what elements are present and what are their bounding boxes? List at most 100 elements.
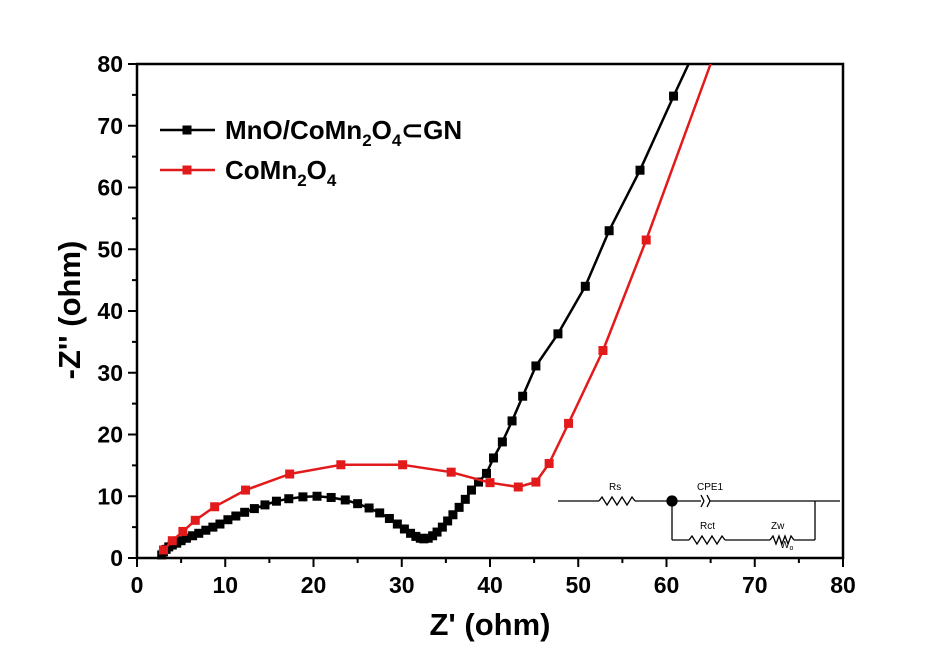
series-1-marker [201, 525, 211, 535]
legend-entry-mno-comn2o4-gn: MnO/CoMn2O4⊂GN [160, 115, 462, 150]
series-1-marker [604, 226, 614, 236]
series-1-marker [437, 522, 447, 532]
axis-ticks: 0 10 20 30 40 50 60 70 80 0 10 20 30 40 50 60 70 80 [97, 51, 855, 598]
series-1-marker [392, 519, 402, 529]
x-axis-title: Z' (ohm) [429, 607, 550, 642]
series-1-marker [284, 494, 294, 504]
rct-resistor-symbol [688, 534, 726, 546]
series-1-marker [260, 500, 270, 510]
series-2-marker [178, 526, 188, 536]
series-layer [157, 63, 712, 560]
series-2-marker [598, 346, 608, 356]
warburg-symbol [769, 534, 795, 546]
series-1-marker [384, 513, 394, 523]
y-tick-label: 0 [110, 545, 123, 571]
series-1-marker [223, 515, 233, 525]
series-1-marker [481, 468, 491, 478]
series-1-marker [326, 492, 336, 502]
x-tick-label: 0 [131, 572, 144, 598]
x-tick-label: 20 [301, 572, 327, 598]
series-2-marker [241, 485, 251, 495]
series-1-marker [635, 165, 645, 175]
cpe-plate-2 [706, 494, 711, 502]
y-tick-label: 10 [97, 483, 123, 509]
circuit-label-warburg-w: W [780, 540, 790, 551]
x-tick-label: 40 [477, 572, 503, 598]
series-1-marker [454, 502, 464, 512]
series-1-marker [531, 361, 541, 371]
x-tick-label: 30 [389, 572, 415, 598]
circuit-label-zw: Zw [771, 521, 785, 532]
series-1-marker [474, 477, 484, 487]
series-1-marker [298, 492, 308, 502]
series-1-marker [460, 494, 470, 504]
y-tick-label: 40 [97, 298, 123, 324]
series-1-marker [518, 391, 528, 401]
series-1-marker [353, 499, 363, 509]
series-1-marker [432, 527, 442, 537]
series-1-marker [240, 507, 250, 517]
legend-label-series-1: MnO/CoMn2O4⊂GN [225, 115, 462, 150]
series-2-marker [446, 467, 456, 477]
series-1-marker [249, 504, 259, 514]
cpe-plate-1 [700, 494, 705, 502]
series-1-marker [497, 437, 507, 447]
series-1-marker [448, 510, 458, 520]
cpe-plate-1b [700, 500, 705, 508]
x-tick-label: 50 [565, 572, 591, 598]
series-1-marker [553, 329, 563, 339]
series-1-marker [271, 496, 281, 506]
legend-marker-series-2 [182, 165, 192, 175]
series-2-marker [641, 235, 651, 245]
series-2-marker [167, 536, 177, 546]
legend-entry-comn2o4: CoMn2O4 [160, 155, 337, 190]
series-1-marker [188, 531, 198, 541]
series-2-marker [190, 515, 200, 525]
series-2-marker [531, 477, 541, 487]
cpe-plate-2b [706, 500, 711, 508]
series-1-marker [231, 511, 241, 521]
series-1-marker [406, 528, 416, 538]
series-2-marker [564, 418, 574, 428]
x-tick-label: 80 [830, 572, 856, 598]
series-2-marker [158, 545, 168, 555]
series-1-marker [443, 516, 453, 526]
series-1-marker [489, 453, 499, 463]
series-1-marker [580, 281, 590, 291]
y-tick-label: 80 [97, 51, 123, 77]
series-1-marker [466, 485, 476, 495]
x-tick-label: 70 [742, 572, 768, 598]
y-tick-label: 50 [97, 236, 123, 262]
legend: MnO/CoMn2O4⊂GN CoMn2O4 [160, 115, 462, 190]
series-1-marker [669, 91, 679, 101]
circuit-label-cpe1: CPE1 [697, 482, 724, 493]
series-1-marker [176, 536, 186, 546]
y-tick-label: 70 [97, 113, 123, 139]
circuit-label-warburg: Wo [780, 540, 793, 552]
x-tick-label: 60 [654, 572, 680, 598]
series-1-marker [375, 508, 385, 518]
series-1-marker [364, 503, 374, 513]
series-2 [158, 63, 712, 555]
series-1-marker [507, 416, 517, 426]
series-2-marker [544, 459, 554, 469]
y-tick-label: 30 [97, 360, 123, 386]
series-1-marker [399, 524, 409, 534]
series-2-marker [485, 478, 495, 488]
circuit-label-rct: Rct [700, 521, 715, 532]
series-1-marker [215, 519, 225, 529]
equivalent-circuit-inset [558, 494, 840, 546]
rs-resistor-symbol [598, 495, 636, 507]
legend-label-series-2: CoMn2O4 [225, 155, 337, 190]
series-1-marker [340, 495, 350, 505]
series-1-marker [181, 533, 191, 543]
y-tick-label: 60 [97, 175, 123, 201]
series-2-marker [513, 482, 523, 492]
series-1-marker [312, 491, 322, 501]
x-tick-label: 10 [212, 572, 238, 598]
series-1-marker [208, 522, 218, 532]
y-tick-label: 20 [97, 422, 123, 448]
series-2-marker [210, 502, 220, 512]
y-axis-title: -Z'' (ohm) [52, 241, 87, 380]
legend-marker-series-1 [182, 125, 192, 135]
